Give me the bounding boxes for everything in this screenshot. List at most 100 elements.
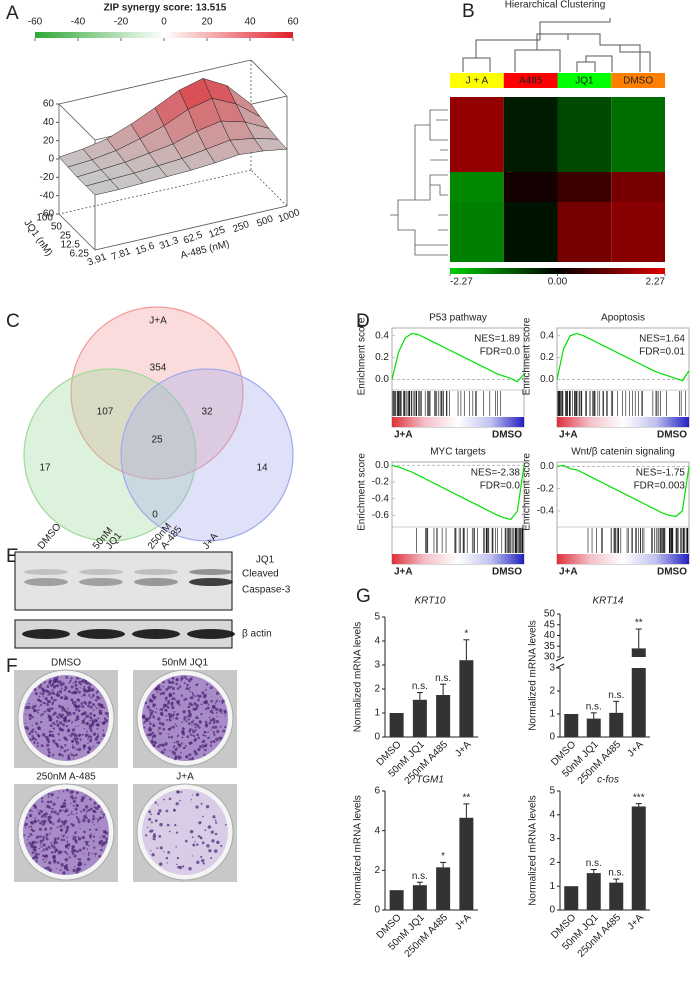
colony xyxy=(82,694,85,696)
colony xyxy=(60,838,64,842)
colony xyxy=(175,831,179,834)
colony xyxy=(189,696,192,699)
band xyxy=(132,629,180,639)
colony xyxy=(41,688,45,692)
colony xyxy=(84,805,89,809)
colony xyxy=(98,841,102,845)
dendrogram-branch xyxy=(414,119,448,256)
colony xyxy=(72,799,77,804)
colony xyxy=(221,699,225,703)
colony xyxy=(191,676,193,678)
bar xyxy=(459,660,474,737)
colony xyxy=(175,682,178,686)
colony xyxy=(166,862,168,864)
colony xyxy=(189,686,191,689)
colony xyxy=(44,827,48,831)
band xyxy=(134,578,178,586)
colony xyxy=(39,706,41,708)
colony xyxy=(64,685,68,689)
colony xyxy=(49,707,52,710)
colony xyxy=(61,713,64,717)
colony xyxy=(56,826,59,829)
axis-break xyxy=(555,656,565,662)
colony xyxy=(59,683,63,687)
colony xyxy=(93,806,97,809)
y-tick-label: 2 xyxy=(374,684,380,695)
colony xyxy=(85,794,87,797)
colony xyxy=(156,691,159,693)
surface-cell xyxy=(85,179,120,196)
bar xyxy=(609,882,624,910)
colony xyxy=(205,688,208,691)
colony xyxy=(201,739,206,744)
y-tick-label: 2 xyxy=(549,686,555,697)
colony xyxy=(97,717,100,720)
colony xyxy=(184,744,187,747)
colony xyxy=(82,748,85,750)
colony xyxy=(81,719,84,722)
colony xyxy=(162,685,165,688)
colony xyxy=(63,838,66,842)
colony xyxy=(204,700,209,704)
colony xyxy=(42,858,45,861)
colony xyxy=(194,726,197,729)
colony xyxy=(87,689,89,692)
gsea-title: Apoptosis xyxy=(601,313,645,324)
well-label: 50nM JQ1 xyxy=(162,658,209,669)
colony xyxy=(198,720,202,724)
colony xyxy=(60,805,64,809)
colony xyxy=(83,728,86,730)
colony xyxy=(95,707,98,710)
colony xyxy=(50,842,53,845)
colony xyxy=(66,720,69,722)
colorbar-tick-label: 40 xyxy=(244,17,256,28)
colony xyxy=(92,709,95,712)
colony xyxy=(152,723,155,725)
colony xyxy=(158,731,162,735)
colony xyxy=(56,861,60,865)
colony xyxy=(40,714,43,717)
colony xyxy=(28,813,33,818)
colony xyxy=(149,722,152,726)
colony xyxy=(196,733,199,737)
colony xyxy=(156,847,159,849)
colony xyxy=(142,715,146,719)
colony xyxy=(54,848,59,852)
colony xyxy=(93,718,98,723)
group-label: J + A xyxy=(466,76,489,87)
colony xyxy=(65,675,69,679)
colony xyxy=(215,719,220,724)
colony xyxy=(199,836,203,839)
colony xyxy=(65,863,68,866)
y-tick-label: 0 xyxy=(549,905,555,916)
colony xyxy=(87,851,90,854)
colony xyxy=(181,721,183,723)
colony xyxy=(89,807,93,811)
colony xyxy=(166,702,169,705)
colony xyxy=(149,728,153,732)
colony xyxy=(86,841,89,843)
colony xyxy=(144,701,148,705)
bar xyxy=(586,873,601,910)
colony xyxy=(88,734,90,736)
colony xyxy=(90,716,93,720)
colony xyxy=(180,676,184,681)
colony xyxy=(72,754,76,757)
colony xyxy=(61,710,63,712)
colony xyxy=(176,735,179,738)
box-edge xyxy=(250,59,288,97)
colony xyxy=(158,743,162,747)
colony xyxy=(87,821,90,824)
colony xyxy=(208,849,212,853)
colony xyxy=(192,719,195,722)
colony xyxy=(32,829,35,833)
colony xyxy=(48,868,53,872)
colony xyxy=(78,848,82,852)
colony xyxy=(46,708,50,712)
colony xyxy=(195,707,197,710)
colony xyxy=(214,819,217,822)
colony xyxy=(87,853,90,856)
colony xyxy=(81,835,85,840)
y-tick-label: 1 xyxy=(549,881,555,892)
colony xyxy=(38,853,41,856)
